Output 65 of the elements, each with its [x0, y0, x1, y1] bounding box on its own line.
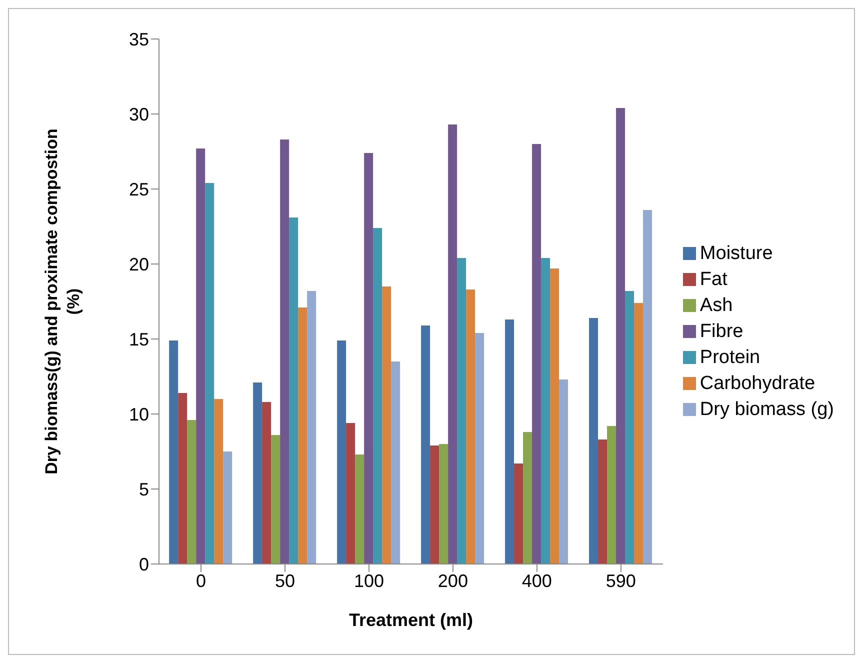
- legend-label: Fibre: [700, 320, 744, 342]
- bar: [178, 393, 188, 564]
- y-tick-label: 35: [128, 29, 149, 50]
- legend-label: Protein: [700, 346, 760, 368]
- bar: [364, 153, 374, 564]
- bar: [391, 362, 400, 564]
- bar: [466, 290, 476, 564]
- bar: [337, 340, 346, 564]
- bar: [187, 420, 196, 564]
- bar: [475, 333, 484, 564]
- y-axis-title: Dry biomass(g) and proximate compostion (%): [42, 128, 83, 474]
- bar: [298, 308, 308, 564]
- bar: [448, 124, 458, 564]
- y-tick-label: 0: [138, 554, 149, 574]
- bar: [532, 144, 542, 564]
- bar: [607, 426, 616, 564]
- bar: [598, 440, 608, 564]
- bar: [421, 326, 430, 564]
- x-tick-label: 0: [196, 570, 206, 591]
- bar: [505, 320, 514, 564]
- bar: [514, 464, 524, 564]
- bar: [214, 399, 224, 564]
- y-tick-label: 10: [128, 404, 149, 424]
- bar: [634, 303, 644, 564]
- x-tick-label: 50: [274, 570, 295, 591]
- x-tick-label: 200: [438, 570, 468, 591]
- bar: [307, 291, 316, 564]
- bar: [439, 444, 448, 564]
- y-tick-label: 25: [128, 179, 149, 200]
- bar: [523, 432, 532, 564]
- bar: [550, 268, 560, 564]
- legend-label: Moisture: [700, 242, 773, 264]
- bar: [559, 380, 568, 564]
- bar: [205, 183, 214, 564]
- y-tick-label: 5: [138, 479, 149, 500]
- legend-label: Carbohydrate: [700, 372, 816, 394]
- bar: [271, 435, 280, 564]
- bar: [169, 340, 178, 564]
- bar: [589, 318, 598, 564]
- legend-label: Dry biomass (g): [700, 398, 834, 420]
- bar: [346, 423, 356, 564]
- y-tick-label: 30: [128, 104, 149, 124]
- bar: [253, 382, 262, 564]
- bar: [625, 291, 634, 564]
- bar: [541, 258, 550, 564]
- bar: [382, 286, 392, 564]
- x-tick-label: 590: [606, 570, 636, 591]
- x-tick-label: 400: [522, 570, 552, 591]
- bar: [643, 210, 652, 564]
- x-axis-title: Treatment (ml): [348, 610, 473, 630]
- legend-label: Ash: [700, 294, 733, 316]
- bar: [616, 108, 626, 564]
- bar: [457, 258, 466, 564]
- bar: [280, 140, 290, 564]
- bar: [223, 452, 232, 564]
- bar: [430, 446, 440, 564]
- bar: [373, 228, 382, 564]
- bar: [289, 218, 298, 564]
- y-tick-label: 20: [128, 254, 149, 274]
- bar: [262, 402, 272, 564]
- bar: [196, 148, 206, 564]
- y-tick-label: 15: [128, 329, 149, 350]
- legend-label: Fat: [700, 268, 728, 290]
- x-tick-label: 100: [354, 570, 384, 591]
- bar: [355, 454, 364, 564]
